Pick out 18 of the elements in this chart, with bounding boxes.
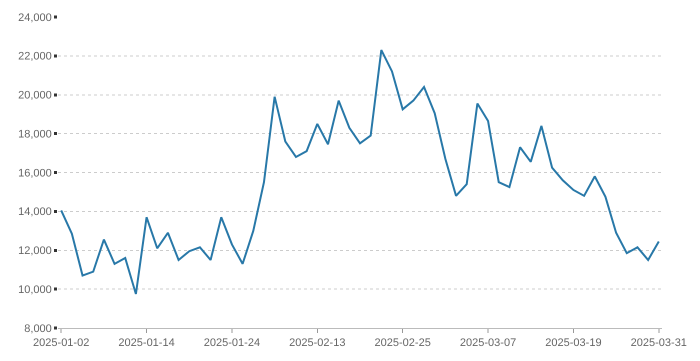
x-tick-label: 2025-02-13: [289, 337, 346, 350]
y-tick-label: 8,000: [24, 322, 52, 335]
y-tick-label: 22,000: [18, 50, 52, 63]
y-tick-label: 24,000: [18, 12, 52, 24]
x-tick-label: 2025-01-14: [118, 337, 175, 350]
x-tick-label: 2025-03-07: [460, 337, 516, 350]
y-tick-label: 16,000: [18, 167, 52, 180]
y-tick-label: 12,000: [18, 245, 52, 258]
x-tick-label: 2025-01-02: [33, 337, 90, 350]
x-tick-label: 2025-03-19: [545, 337, 602, 350]
y-tick-label: 18,000: [18, 128, 52, 140]
x-tick-label: 2025-03-31: [630, 337, 687, 350]
line-series: [60, 49, 660, 295]
y-tick-label: 10,000: [18, 284, 52, 296]
y-tick-label: 20,000: [18, 90, 52, 102]
x-tick-label: 2025-01-24: [204, 337, 260, 350]
y-tick-label: 14,000: [18, 206, 52, 218]
x-tick-label: 2025-02-25: [374, 337, 431, 350]
